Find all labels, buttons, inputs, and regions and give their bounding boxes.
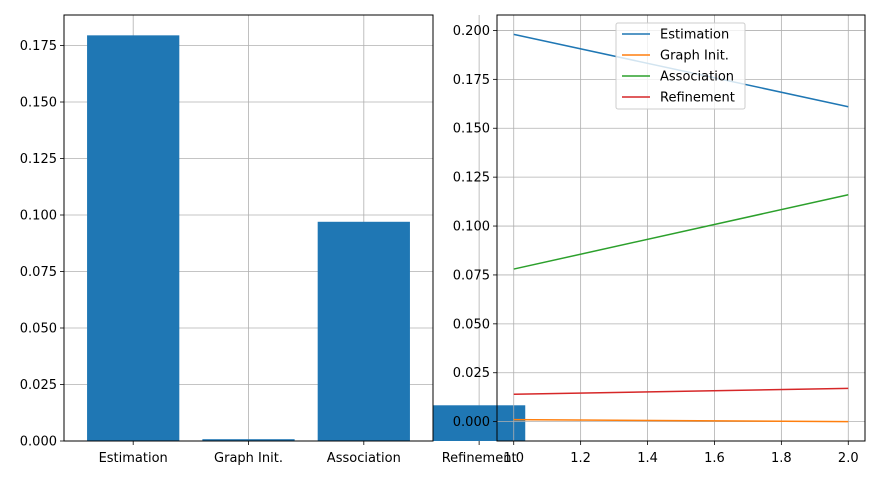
legend-label: Graph Init. (660, 49, 729, 64)
legend-box (615, 22, 746, 110)
plot-frame (63, 14, 434, 442)
x-tick-label: Association (327, 451, 401, 466)
x-tick-label: 1.6 (704, 451, 725, 466)
x-tick-label: 2.0 (838, 451, 859, 466)
line-grid (497, 15, 865, 441)
y-tick-label: 0.150 (20, 96, 57, 111)
bar (87, 35, 180, 441)
x-tick-label: Estimation (99, 451, 168, 466)
y-tick-label: 0.075 (20, 265, 57, 280)
y-tick-label: 0.050 (453, 317, 490, 332)
plot-frame (496, 14, 866, 442)
x-tick-label: 1.8 (771, 451, 792, 466)
legend-label: Estimation (660, 28, 729, 43)
y-tick-label: 0.200 (453, 24, 490, 39)
bar (433, 405, 526, 441)
y-tick-label: 0.000 (453, 415, 490, 430)
y-tick-label: 0.000 (20, 435, 57, 450)
y-tick-label: 0.175 (453, 73, 490, 88)
line-axes: 0.000 0.025 0.050 0.075 0.100 0.125 0.150 0.175… (453, 14, 866, 466)
y-tick-label: 0.125 (453, 171, 490, 186)
y-tick-label: 0.025 (20, 378, 57, 393)
line-chart-panel: 0.000 0.025 0.050 0.075 0.100 0.125 0.150 0.175… (453, 14, 866, 466)
x-tick-label: Graph Init. (214, 451, 283, 466)
legend-label: Refinement (660, 91, 735, 106)
series-line-refinement (513, 387, 849, 396)
y-tick-label: 0.100 (20, 209, 57, 224)
bar-series (87, 35, 526, 441)
bar-chart-panel: 0.000 0.025 0.050 0.075 0.100 0.125 0.150 0.175… (20, 14, 526, 466)
bar (202, 439, 295, 441)
series-line-association (513, 194, 849, 270)
series-line-graph-init (513, 418, 849, 423)
x-tick-label: 1.0 (503, 451, 524, 466)
legend: Estimation Graph Init. Association Refineme… (615, 22, 746, 110)
x-tick-label: 1.2 (570, 451, 591, 466)
bar-axes: 0.000 0.025 0.050 0.075 0.100 0.125 0.150 0.175… (20, 14, 517, 466)
bar (317, 221, 410, 441)
y-tick-label: 0.125 (20, 152, 57, 167)
legend-label: Association (660, 70, 734, 85)
y-tick-label: 0.075 (453, 268, 490, 283)
y-tick-label: 0.150 (453, 122, 490, 137)
y-tick-label: 0.175 (20, 39, 57, 54)
y-tick-label: 0.025 (453, 366, 490, 381)
x-tick-label: Refinement (442, 451, 517, 466)
x-tick-label: 1.4 (637, 451, 658, 466)
y-tick-label: 0.100 (453, 220, 490, 235)
y-tick-label: 0.050 (20, 322, 57, 337)
